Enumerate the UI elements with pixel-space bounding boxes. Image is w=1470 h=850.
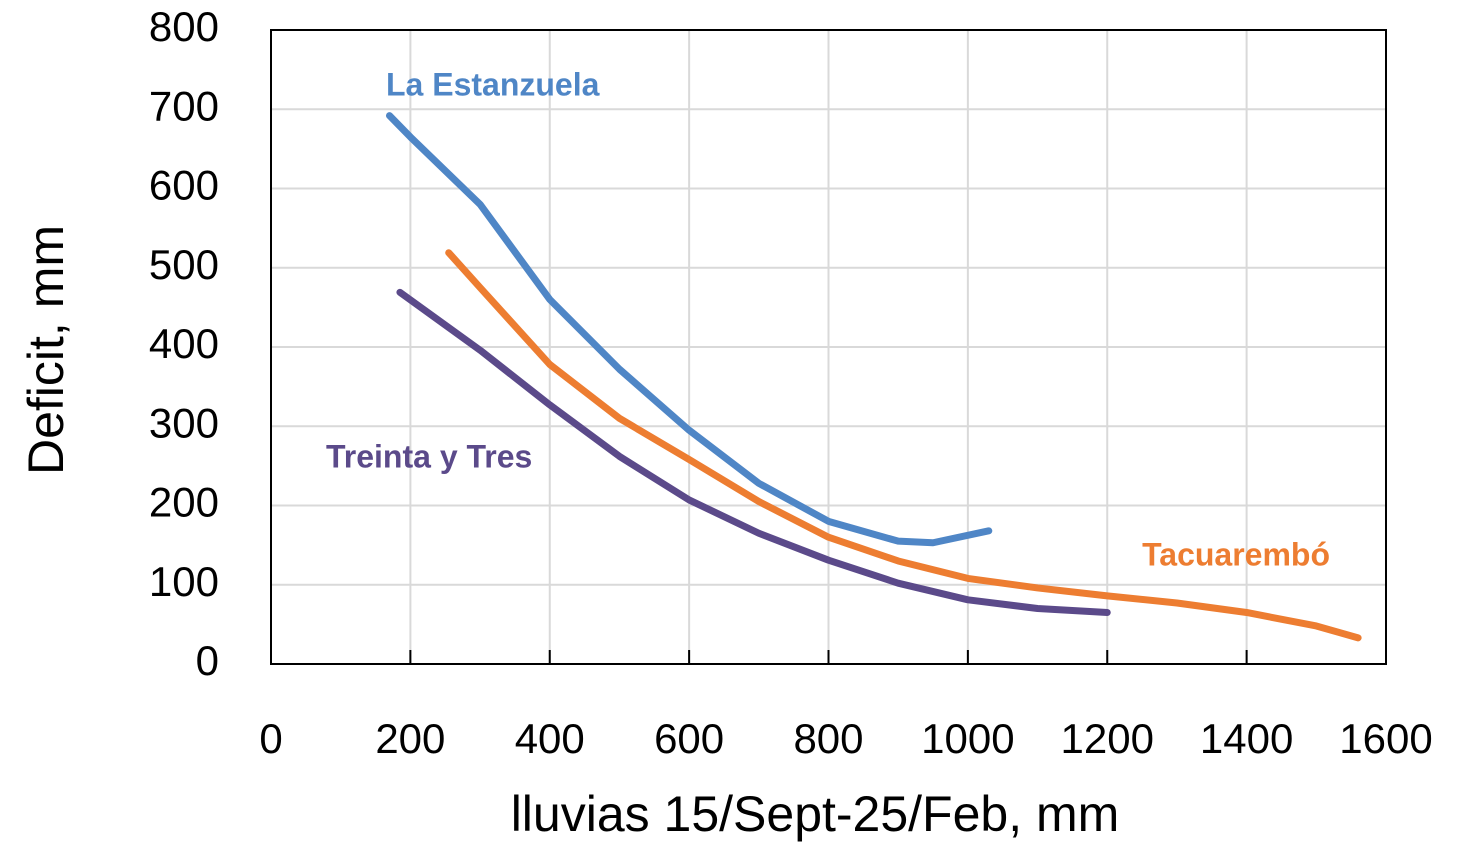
y-tick-label: 200	[149, 479, 219, 526]
x-tick-label: 1600	[1339, 715, 1432, 762]
series-line	[396, 288, 1111, 616]
x-tick-label: 0	[259, 715, 282, 762]
series-label: La Estanzuela	[386, 66, 600, 102]
y-tick-label: 400	[149, 320, 219, 367]
x-tick-label: 1200	[1061, 715, 1154, 762]
y-tick-label: 300	[149, 399, 219, 446]
y-tick-label: 800	[149, 3, 219, 50]
plot-frame	[270, 29, 1387, 665]
x-tick-label: 1400	[1200, 715, 1293, 762]
x-tick-label: 1000	[921, 715, 1014, 762]
series-label: Treinta y Tres	[326, 438, 532, 474]
y-tick-label: 0	[196, 637, 219, 684]
y-tick-label: 700	[149, 82, 219, 129]
x-axis-title: lluvias 15/Sept-25/Feb, mm	[511, 786, 1120, 842]
y-axis-title: Deficit, mm	[18, 225, 74, 475]
series-label: Tacuarembó	[1142, 536, 1330, 572]
series-line	[445, 249, 1362, 642]
y-tick-label: 500	[149, 241, 219, 288]
y-tick-label: 100	[149, 558, 219, 605]
series-line	[385, 112, 993, 547]
x-tick-label: 400	[515, 715, 585, 762]
y-tick-label: 600	[149, 162, 219, 209]
x-tick-label: 200	[375, 715, 445, 762]
x-tick-label: 800	[793, 715, 863, 762]
x-tick-label: 600	[654, 715, 724, 762]
